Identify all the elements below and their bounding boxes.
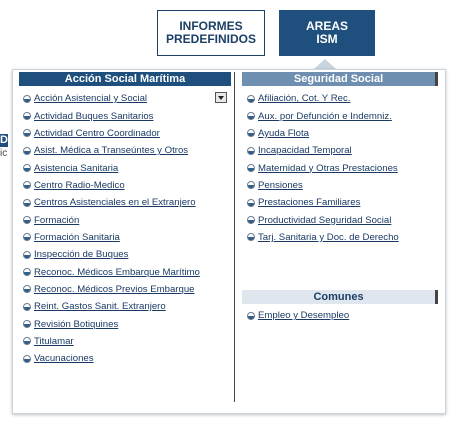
menu-item[interactable]: Incapacidad Temporal xyxy=(247,142,399,159)
menu-item[interactable]: Afiliación, Cot. Y Rec. xyxy=(247,90,399,107)
bullet-icon xyxy=(247,198,255,207)
menu-item-link[interactable]: Tarj. Sanitaria y Doc. de Derecho xyxy=(258,231,399,243)
background-letter: D xyxy=(0,134,8,147)
bullet-icon xyxy=(23,285,31,294)
menu-item-link[interactable]: Afiliación, Cot. Y Rec. xyxy=(258,93,351,105)
bullet-icon xyxy=(23,354,31,363)
menu-item-link[interactable]: Reconoc. Médicos Embarque Marítimo xyxy=(34,266,200,278)
menu-item[interactable]: Tarj. Sanitaria y Doc. de Derecho xyxy=(247,229,399,246)
menu-item[interactable]: Empleo y Desempleo xyxy=(247,307,349,324)
seguridad-social-list: Afiliación, Cot. Y Rec. Aux. por Defunció… xyxy=(247,90,399,246)
bullet-icon xyxy=(247,181,255,190)
areas-label-line2: ISM xyxy=(316,32,338,46)
menu-item[interactable]: Pensiones xyxy=(247,177,399,194)
bullet-icon xyxy=(23,233,31,242)
bullet-icon xyxy=(23,337,31,346)
bullet-icon xyxy=(247,164,255,173)
menu-item-link[interactable]: Actividad Buques Sanitarios xyxy=(34,110,154,122)
informes-predefinidos-button[interactable]: INFORMES PREDEFINIDOS xyxy=(157,10,265,56)
bullet-icon xyxy=(23,94,31,103)
menu-item-link[interactable]: Actividad Centro Coordinador xyxy=(34,127,160,139)
bullet-icon xyxy=(23,198,31,207)
menu-item-link[interactable]: Maternidad y Otras Prestaciones xyxy=(258,162,398,174)
bullet-icon xyxy=(23,164,31,173)
bullet-icon xyxy=(23,302,31,311)
informes-label-line1: INFORMES xyxy=(179,19,243,33)
menu-item-link[interactable]: Inspección de Buques xyxy=(34,249,129,261)
menu-item-link[interactable]: Acción Asistencial y Social xyxy=(34,93,148,105)
menu-item[interactable]: Titulamar xyxy=(23,333,200,350)
menu-item-link[interactable]: Pensiones xyxy=(258,179,303,191)
menu-item-link[interactable]: Centro Radio-Medico xyxy=(34,179,125,191)
menu-item[interactable]: Actividad Buques Sanitarios xyxy=(23,107,200,124)
menu-pointer-caret xyxy=(314,59,336,69)
menu-item[interactable]: Formación xyxy=(23,211,200,228)
column-divider xyxy=(234,72,235,402)
menu-item-link[interactable]: Titulamar xyxy=(34,335,74,347)
bullet-icon xyxy=(23,181,31,190)
areas-ism-button[interactable]: AREAS ISM xyxy=(279,10,375,56)
bullet-icon xyxy=(23,112,31,121)
bullet-icon xyxy=(23,146,31,155)
areas-dropdown-panel: Acción Social Marítima Seguridad Social … xyxy=(12,69,446,414)
background-page-fragment: D ic xyxy=(0,134,10,164)
bullet-icon xyxy=(23,250,31,259)
menu-item[interactable]: Asist. Médica a Transeúntes y Otros xyxy=(23,142,200,159)
informes-label-line2: PREDEFINIDOS xyxy=(165,32,256,46)
menu-item-link[interactable]: Aux. por Defunción e Indemniz. xyxy=(258,110,392,122)
bullet-icon xyxy=(23,129,31,138)
menu-item-link[interactable]: Incapacidad Temporal xyxy=(258,145,352,157)
menu-item[interactable]: Actividad Centro Coordinador xyxy=(23,125,200,142)
comunes-list: Empleo y Desempleo xyxy=(247,307,349,324)
menu-item-link[interactable]: Asist. Médica a Transeúntes y Otros xyxy=(34,145,189,157)
menu-item-link[interactable]: Prestaciones Familiares xyxy=(258,197,361,209)
bullet-icon xyxy=(247,94,255,103)
menu-item[interactable]: Acción Asistencial y Social xyxy=(23,90,200,107)
menu-item-link[interactable]: Asistencia Sanitaria xyxy=(34,162,119,174)
chevron-down-icon[interactable] xyxy=(215,92,227,103)
menu-item-link[interactable]: Revisión Botiquines xyxy=(34,318,119,330)
menu-item[interactable]: Prestaciones Familiares xyxy=(247,194,399,211)
menu-item-link[interactable]: Centros Asistenciales en el Extranjero xyxy=(34,197,196,209)
comunes-header: Comunes xyxy=(242,290,438,304)
bullet-icon xyxy=(23,268,31,277)
bullet-icon xyxy=(247,112,255,121)
menu-item[interactable]: Aux. por Defunción e Indemniz. xyxy=(247,107,399,124)
bullet-icon xyxy=(247,129,255,138)
menu-item[interactable]: Centro Radio-Medico xyxy=(23,177,200,194)
menu-item[interactable]: Ayuda Flota xyxy=(247,125,399,142)
accion-social-maritima-header: Acción Social Marítima xyxy=(19,72,231,86)
seguridad-social-header: Seguridad Social xyxy=(242,72,438,86)
menu-item-link[interactable]: Vacunaciones xyxy=(34,353,94,365)
bullet-icon xyxy=(247,311,255,320)
menu-item[interactable]: Productividad Seguridad Social xyxy=(247,211,399,228)
menu-item-link[interactable]: Formación Sanitaria xyxy=(34,231,120,243)
menu-item-link[interactable]: Ayuda Flota xyxy=(258,127,310,139)
background-text: ic xyxy=(0,148,8,159)
menu-item[interactable]: Asistencia Sanitaria xyxy=(23,159,200,176)
bullet-icon xyxy=(247,216,255,225)
menu-item-link[interactable]: Reint. Gastos Sanit. Extranjero xyxy=(34,301,166,313)
bullet-icon xyxy=(247,233,255,242)
menu-item-link[interactable]: Empleo y Desempleo xyxy=(258,310,350,322)
areas-label-line1: AREAS xyxy=(305,19,348,33)
menu-item[interactable]: Maternidad y Otras Prestaciones xyxy=(247,159,399,176)
menu-item[interactable]: Formación Sanitaria xyxy=(23,229,200,246)
menu-item[interactable]: Reconoc. Médicos Embarque Marítimo xyxy=(23,263,200,280)
menu-item-link[interactable]: Formación xyxy=(34,214,80,226)
menu-item-link[interactable]: Productividad Seguridad Social xyxy=(258,214,392,226)
menu-item[interactable]: Reint. Gastos Sanit. Extranjero xyxy=(23,298,200,315)
menu-item[interactable]: Reconoc. Médicos Previos Embarque xyxy=(23,281,200,298)
bullet-icon xyxy=(23,320,31,329)
menu-item[interactable]: Revisión Botiquines xyxy=(23,315,200,332)
menu-item-link[interactable]: Reconoc. Médicos Previos Embarque xyxy=(34,283,195,295)
menu-item[interactable]: Centros Asistenciales en el Extranjero xyxy=(23,194,200,211)
menu-item[interactable]: Inspección de Buques xyxy=(23,246,200,263)
accion-social-maritima-list: Acción Asistencial y Social Actividad Buq… xyxy=(23,90,200,368)
bullet-icon xyxy=(23,216,31,225)
bullet-icon xyxy=(247,146,255,155)
menu-item[interactable]: Vacunaciones xyxy=(23,350,200,367)
